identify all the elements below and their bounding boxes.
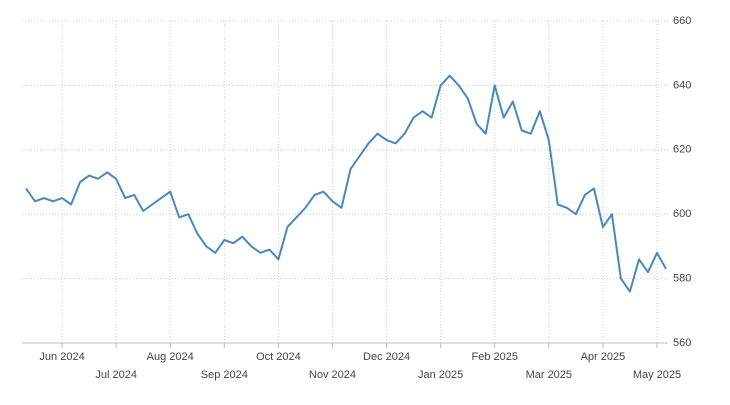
y-tick-label: 620 — [673, 144, 691, 156]
x-tick-label: Jan 2025 — [418, 369, 463, 381]
x-tick-label: Apr 2025 — [581, 351, 626, 363]
x-tick-label: Nov 2024 — [309, 369, 356, 381]
y-tick-label: 600 — [673, 208, 691, 220]
y-tick-label: 640 — [673, 79, 691, 91]
y-tick-label: 580 — [673, 273, 691, 285]
x-tick-label: Jun 2024 — [39, 351, 84, 363]
x-tick-label: Sep 2024 — [201, 369, 248, 381]
y-tick-label: 560 — [673, 337, 691, 349]
y-tick-label: 660 — [673, 15, 691, 27]
x-tick-label: Oct 2024 — [256, 351, 301, 363]
x-tick-label: Dec 2024 — [363, 351, 410, 363]
x-tick-label: May 2025 — [633, 369, 681, 381]
x-tick-label: Jul 2024 — [95, 369, 137, 381]
price-line — [25, 74, 667, 293]
x-tick-label: Mar 2025 — [526, 369, 572, 381]
x-tick-label: Feb 2025 — [471, 351, 517, 363]
x-tick-label: Aug 2024 — [147, 351, 194, 363]
